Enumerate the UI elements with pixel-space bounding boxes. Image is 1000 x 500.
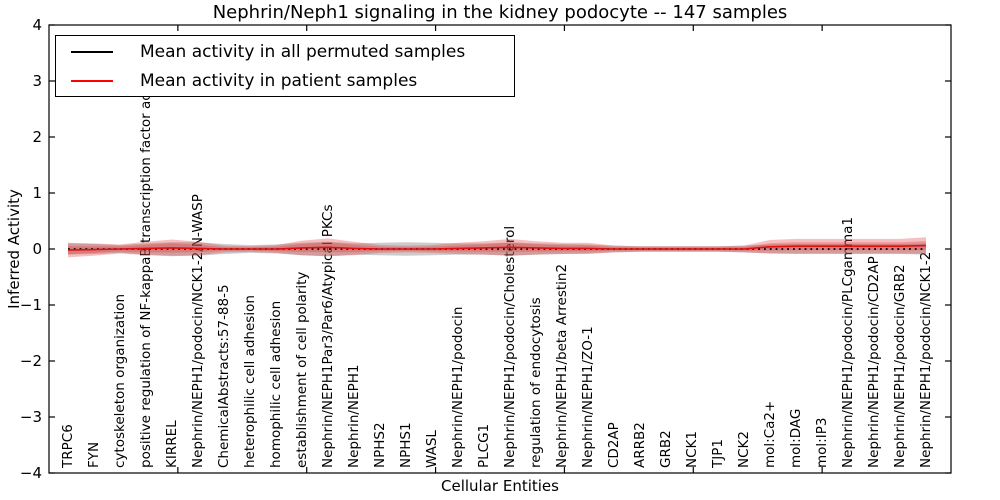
y-tick-label: −3 (20, 408, 42, 426)
x-tick-label: cytoskeleton organization (112, 294, 128, 468)
x-tick-label: NCK2 (736, 431, 752, 468)
x-tick-label: FYN (86, 442, 102, 468)
x-tick-label: NPHS2 (372, 422, 388, 468)
x-tick-label: Nephrin/NEPH1/podocin (450, 307, 466, 468)
permuted-line-swatch (71, 50, 113, 53)
y-axis-label: Inferred Activity (5, 189, 23, 309)
x-tick-label: Nephrin/NEPH1Par3/Par6/Atypical PKCs (320, 205, 336, 469)
x-tick-label: WASL (424, 430, 440, 468)
x-tick-label: Nephrin/NEPH1/ZO-1 (580, 326, 596, 468)
chart-title: Nephrin/Neph1 signaling in the kidney po… (212, 2, 788, 23)
y-tick-label: 3 (32, 72, 42, 90)
y-tick-label: 2 (32, 128, 42, 146)
x-tick-label: Nephrin/NEPH1/podocin/Cholesterol (502, 226, 518, 468)
x-tick-label: CD2AP (606, 422, 622, 468)
y-tick-label: 4 (32, 16, 42, 34)
x-tick-label: ARRB2 (632, 422, 648, 468)
x-tick-label: Nephrin/NEPH1/podocin/GRB2 (892, 264, 908, 468)
legend-item-patient: Mean activity in patient samples (56, 66, 514, 95)
x-tick-label: mol:Ca2+ (762, 401, 778, 468)
x-tick-label: establishment of cell polarity (294, 272, 310, 468)
legend-label-permuted: Mean activity in all permuted samples (140, 41, 466, 62)
y-tick-label: 1 (32, 184, 42, 202)
x-tick-label: heterophilic cell adhesion (242, 295, 258, 468)
x-tick-label: Nephrin/NEPH1 (346, 365, 362, 468)
x-tick-label: Nephrin/NEPH1/podocin/PLCgamma1 (840, 217, 856, 468)
legend: Mean activity in all permuted samples Me… (55, 35, 515, 97)
x-tick-label: PLCG1 (476, 424, 492, 468)
y-tick-label: −4 (20, 464, 42, 482)
permuted-std-band (68, 241, 926, 257)
legend-label-patient: Mean activity in patient samples (140, 70, 418, 91)
x-tick-label: TRPC6 (60, 424, 76, 469)
legend-item-permuted: Mean activity in all permuted samples (56, 37, 514, 66)
x-axis-label: Cellular Entities (441, 477, 559, 495)
x-tick-label: TJP1 (710, 439, 726, 469)
y-tick-label: −1 (20, 296, 42, 314)
x-tick-label: positive regulation of NF-kappaB transcr… (138, 59, 154, 468)
x-tick-label: NPHS1 (398, 422, 414, 468)
x-tick-label: Nephrin/NEPH1/podocin/NCK1-2 (918, 252, 934, 468)
y-tick-label: 0 (32, 240, 42, 258)
x-tick-label: mol:DAG (788, 409, 804, 468)
x-tick-label: ChemicalAbstracts:57-88-5 (216, 284, 232, 468)
patient-line-swatch (71, 79, 113, 82)
patient-mean-line (67, 244, 927, 251)
x-tick-label: Nephrin/NEPH1/podocin/NCK1-2/N-WASP (190, 194, 206, 468)
x-tick-label: KIRREL (164, 420, 180, 468)
x-tick-label: Nephrin/NEPH1/beta Arrestin2 (554, 264, 570, 468)
y-tick-label: −2 (20, 352, 42, 370)
x-tick-label: Nephrin/NEPH1/podocin/CD2AP (866, 256, 882, 468)
x-tick-label: mol:IP3 (814, 418, 830, 468)
x-tick-label: GRB2 (658, 430, 674, 468)
x-category-labels: TRPC6 FYN cytoskeleton organization positiv… (60, 59, 934, 469)
x-tick-label: NCK1 (684, 431, 700, 468)
x-tick-label: regulation of endocytosis (528, 297, 544, 468)
x-tick-label: homophilic cell adhesion (268, 301, 284, 468)
